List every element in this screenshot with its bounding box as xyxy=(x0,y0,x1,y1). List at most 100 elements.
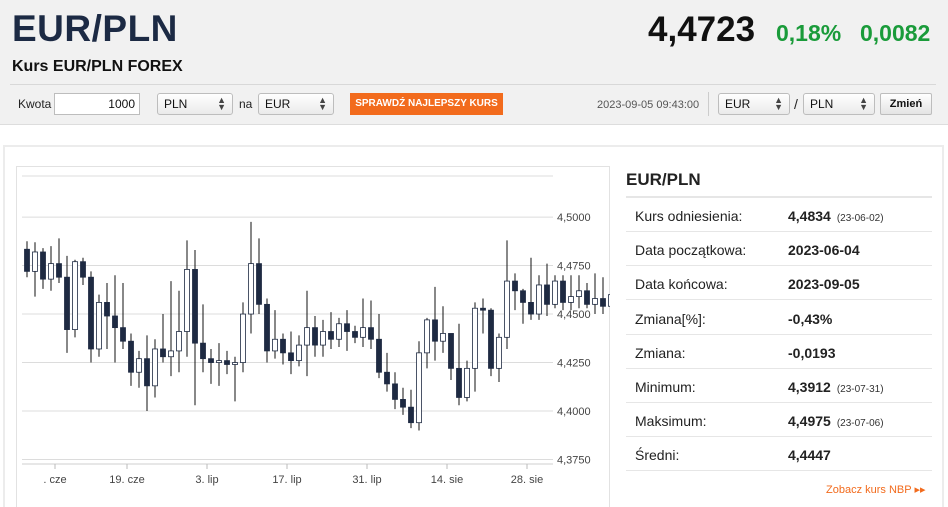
candle-body xyxy=(224,360,230,365)
candle-body xyxy=(184,269,190,332)
to-currency-select[interactable]: EUR ▲ ▼ xyxy=(258,93,334,115)
info-row-date: (23-07-06) xyxy=(836,418,884,430)
quote-header: EUR/PLN Kurs EUR/PLN FOREX 4,4723 0,18% … xyxy=(0,0,948,125)
info-row-value-text: 4,4975 xyxy=(788,413,831,430)
info-row: Data końcowa: 2023-09-05 xyxy=(626,266,932,301)
candlestick-chart[interactable]: 4,5000 4,4750 4,4500 4,4250 4,4000 4,3750 . cz… xyxy=(16,166,610,507)
from-currency-value: PLN xyxy=(164,97,188,111)
candle-body xyxy=(208,358,214,363)
candle-body xyxy=(424,319,430,354)
candle-body xyxy=(288,352,294,362)
info-row-value-text: 4,4834 xyxy=(788,208,831,224)
candle-body xyxy=(336,323,342,340)
x-tick-label: 3. lip xyxy=(195,474,218,486)
info-row: Zmiana: -0,0193 xyxy=(626,335,932,369)
quote-datetime: 2023-09-05 09:43:00 xyxy=(597,99,700,111)
to-label: na xyxy=(239,97,253,111)
candle-body xyxy=(72,261,78,330)
info-row-value-text: -0,43% xyxy=(788,310,833,327)
candle-body xyxy=(432,319,438,342)
quote-currency-select[interactable]: PLN ▲ ▼ xyxy=(803,93,875,115)
x-tick-label: 28. sie xyxy=(511,474,543,486)
pair-title: EUR/PLN xyxy=(12,8,178,49)
candle-body xyxy=(128,340,134,373)
amount-label: Kwota xyxy=(18,97,52,111)
candle-body xyxy=(248,263,254,315)
y-tick-label: 4,4500 xyxy=(557,309,591,321)
info-row-value-text: -0,0193 xyxy=(788,344,836,361)
candle-body xyxy=(480,307,486,311)
candle-body xyxy=(408,406,414,424)
candle-body xyxy=(440,333,446,342)
info-row-value-text: 2023-09-05 xyxy=(788,276,860,293)
info-row-value-text: 2023-06-04 xyxy=(788,242,860,259)
candle-body xyxy=(592,298,598,305)
info-row-value: -0,0193 xyxy=(788,345,835,361)
candle-body xyxy=(272,338,278,352)
info-row-value: 2023-06-04 xyxy=(788,242,860,258)
candle-body xyxy=(520,290,526,303)
pair-subtitle: Kurs EUR/PLN FOREX xyxy=(12,58,183,75)
base-currency-value: EUR xyxy=(725,97,751,111)
candle-body xyxy=(528,302,534,315)
pair-slash: / xyxy=(794,96,798,112)
info-title: EUR/PLN xyxy=(626,170,701,189)
change-percent: 0,18% xyxy=(776,20,842,46)
info-row-value: -0,43% xyxy=(788,311,832,327)
candle-body xyxy=(568,296,574,303)
candle-body xyxy=(416,352,422,424)
candle-body xyxy=(312,327,318,346)
candle-body xyxy=(552,280,558,305)
candle-body xyxy=(448,333,454,369)
candle-body xyxy=(232,362,238,365)
candle-body xyxy=(456,367,462,398)
info-row-value: 4,3912 (23-07-31) xyxy=(788,379,884,395)
candle-body xyxy=(608,294,610,307)
info-row-value-text: 4,3912 xyxy=(788,379,831,395)
info-row-value-text: 4,4447 xyxy=(788,447,831,464)
candle-body xyxy=(584,290,590,305)
nbp-rate-link[interactable]: Zobacz kurs NBP ▸▸ xyxy=(826,484,926,496)
x-tick-label: 17. lip xyxy=(272,474,301,486)
best-rate-button[interactable]: SPRAWDŹ NAJLEPSZY KURS xyxy=(350,93,503,115)
y-tick-label: 4,3750 xyxy=(557,455,591,467)
info-row-value: 4,4447 xyxy=(788,447,831,463)
candle-body xyxy=(120,327,126,342)
candle-body xyxy=(304,327,310,346)
base-currency-select[interactable]: EUR ▲ ▼ xyxy=(718,93,790,115)
current-rate: 4,4723 xyxy=(648,10,756,49)
from-currency-select[interactable]: PLN ▲ ▼ xyxy=(157,93,233,115)
candle-body xyxy=(168,350,174,358)
candle-body xyxy=(504,280,510,338)
candle-body xyxy=(96,302,102,350)
info-row: Kurs odniesienia: 4,4834 (23-06-02) xyxy=(626,198,932,232)
candle-body xyxy=(576,290,582,297)
candle-body xyxy=(216,360,222,363)
y-tick-label: 4,4000 xyxy=(557,406,591,418)
y-tick-label: 4,4750 xyxy=(557,261,591,273)
candle-body xyxy=(488,309,494,369)
candle-body xyxy=(368,327,374,340)
candle-body xyxy=(240,313,246,363)
change-pair-button[interactable]: Zmień xyxy=(880,93,932,115)
candle-body xyxy=(360,327,366,338)
candle-body xyxy=(144,358,150,387)
info-row-date: (23-06-02) xyxy=(836,213,884,224)
x-tick-label: 31. lip xyxy=(352,474,381,486)
amount-input[interactable] xyxy=(54,93,140,115)
candle-body xyxy=(152,348,158,387)
x-tick-label: 19. cze xyxy=(109,474,144,486)
select-arrows-icon: ▲ ▼ xyxy=(318,95,327,112)
candle-body xyxy=(176,331,182,352)
info-row-label: Data początkowa: xyxy=(635,242,747,259)
candle-body xyxy=(280,338,286,354)
info-row-value: 4,4834 (23-06-02) xyxy=(788,208,884,224)
candle-body xyxy=(560,280,566,303)
info-row: Średni: 4,4447 xyxy=(626,437,932,472)
candle-body xyxy=(464,367,470,398)
candle-body xyxy=(104,302,110,317)
candle-body xyxy=(600,298,606,307)
candle-body xyxy=(48,263,54,280)
chart-frame xyxy=(16,166,610,507)
info-row: Data początkowa: 2023-06-04 xyxy=(626,232,932,267)
